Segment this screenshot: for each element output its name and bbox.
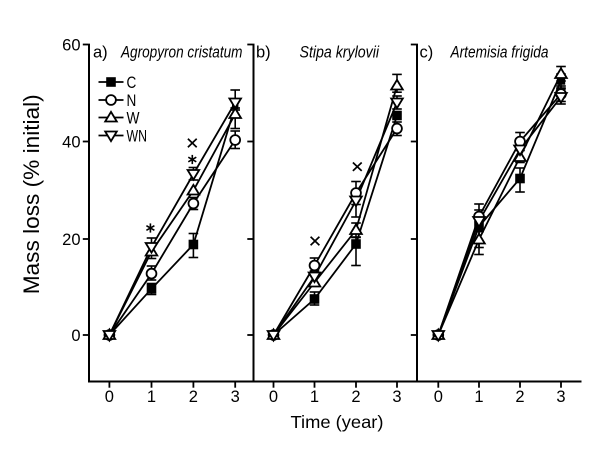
svg-text:20: 20 <box>62 231 80 249</box>
svg-text:2: 2 <box>351 388 360 406</box>
svg-text:3: 3 <box>392 388 401 406</box>
svg-text:40: 40 <box>62 133 80 151</box>
svg-text:W: W <box>127 110 140 128</box>
svg-text:0: 0 <box>71 327 80 345</box>
svg-text:60: 60 <box>62 36 80 54</box>
svg-text:1: 1 <box>147 388 156 406</box>
svg-text:a): a) <box>93 44 108 62</box>
svg-text:3: 3 <box>556 388 565 406</box>
svg-text:b): b) <box>256 44 271 62</box>
svg-text:2: 2 <box>189 388 198 406</box>
svg-text:3: 3 <box>231 388 240 406</box>
svg-text:Agropyron cristatum: Agropyron cristatum <box>120 44 242 62</box>
svg-text:Stipa krylovii: Stipa krylovii <box>300 44 381 62</box>
svg-text:c): c) <box>420 44 434 62</box>
svg-text:1: 1 <box>310 388 319 406</box>
svg-text:1: 1 <box>474 388 483 406</box>
svg-text:WN: WN <box>127 128 148 146</box>
svg-text:0: 0 <box>105 388 114 406</box>
svg-text:Time (year): Time (year) <box>291 412 384 432</box>
svg-text:N: N <box>127 92 137 110</box>
svg-text:0: 0 <box>269 388 278 406</box>
svg-text:C: C <box>127 74 137 92</box>
svg-text:Artemisia frigida: Artemisia frigida <box>450 44 549 62</box>
svg-text:Mass loss (% initial): Mass loss (% initial) <box>19 94 44 294</box>
svg-text:2: 2 <box>515 388 524 406</box>
svg-text:0: 0 <box>434 388 443 406</box>
